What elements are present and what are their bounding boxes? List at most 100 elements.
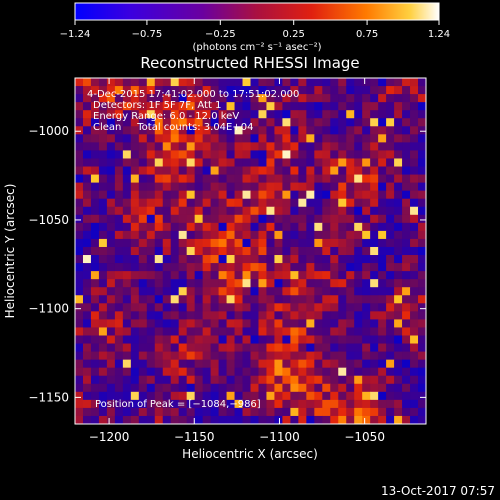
heatmap-cell — [218, 150, 227, 159]
heatmap-cell — [322, 279, 331, 288]
heatmap-cell — [394, 246, 403, 256]
heatmap-cell — [170, 383, 180, 393]
heatmap-cell — [394, 415, 403, 424]
heatmap-cell — [106, 158, 116, 167]
heatmap-cell — [210, 230, 219, 240]
heatmap-cell — [114, 415, 124, 424]
heatmap-cell — [226, 126, 235, 135]
heatmap-cell — [194, 319, 204, 328]
heatmap-cell — [242, 142, 251, 151]
heatmap-cell — [90, 150, 100, 159]
heatmap-cell — [282, 407, 291, 417]
heatmap-cell — [186, 383, 196, 393]
chart-title: Reconstructed RHESSI Image — [140, 54, 359, 72]
heatmap-cell — [258, 86, 267, 95]
heatmap-cell — [346, 158, 355, 167]
heatmap-cell — [418, 198, 426, 208]
heatmap-cell — [338, 78, 347, 87]
heatmap-cell — [194, 206, 204, 216]
heatmap-cell — [75, 198, 84, 208]
heatmap-cell — [226, 359, 235, 369]
heatmap-cell — [370, 78, 379, 87]
heatmap-cell — [122, 158, 132, 167]
heatmap-cell — [106, 78, 116, 87]
heatmap-cell — [170, 86, 180, 95]
heatmap-cell — [218, 255, 227, 264]
heatmap-cell — [282, 391, 291, 401]
heatmap-cell — [75, 295, 84, 304]
heatmap-cell — [82, 295, 92, 304]
heatmap-cell — [274, 407, 283, 417]
heatmap-cell — [226, 238, 235, 248]
heatmap-cell — [170, 319, 180, 328]
heatmap-cell — [218, 319, 227, 328]
heatmap-cell — [106, 303, 116, 312]
heatmap-cell — [266, 343, 275, 352]
heatmap-cell — [202, 94, 212, 103]
heatmap-cell — [154, 110, 164, 119]
heatmap-cell — [346, 94, 355, 103]
heatmap-cell — [274, 182, 283, 192]
heatmap-cell — [410, 255, 419, 264]
heatmap-cell — [146, 94, 156, 103]
heatmap-cell — [314, 303, 323, 312]
heatmap-cell — [210, 166, 219, 175]
heatmap-cell — [418, 399, 426, 409]
heatmap-cell — [418, 367, 426, 377]
colorbar-tick-label: −0.25 — [205, 29, 236, 40]
heatmap-cell — [322, 166, 331, 175]
heatmap-cell — [274, 311, 283, 320]
heatmap-cell — [274, 319, 283, 328]
heatmap-cell — [282, 118, 291, 127]
heatmap-cell — [418, 134, 426, 143]
heatmap-cell — [114, 222, 124, 232]
heatmap-cell — [130, 319, 140, 328]
heatmap-cell — [146, 351, 156, 361]
heatmap-cell — [202, 150, 212, 159]
heatmap-cell — [410, 102, 419, 111]
heatmap-cell — [394, 359, 403, 369]
heatmap-cell — [186, 407, 196, 417]
heatmap-cell — [130, 134, 140, 143]
heatmap-cell — [402, 327, 411, 336]
heatmap-cell — [122, 198, 132, 208]
heatmap-cell — [378, 166, 387, 175]
heatmap-cell — [106, 174, 116, 184]
heatmap-cell — [218, 214, 227, 224]
heatmap-cell — [218, 158, 227, 167]
colorbar-ticks: −1.24 −0.75 −0.25 0.25 0.75 1.24 — [60, 20, 450, 40]
heatmap-cell — [378, 142, 387, 151]
heatmap-cell — [306, 214, 315, 224]
heatmap-cell — [410, 174, 419, 184]
heatmap-cell — [122, 383, 132, 393]
heatmap-cell — [354, 166, 363, 175]
heatmap-cell — [178, 279, 188, 288]
heatmap-cell — [82, 263, 92, 272]
heatmap-cell — [362, 190, 371, 200]
heatmap-cell — [338, 142, 347, 151]
heatmap-cell — [138, 246, 148, 256]
heatmap-cell — [362, 238, 371, 248]
heatmap-cell — [330, 359, 339, 369]
heatmap-cell — [314, 263, 323, 272]
heatmap-cell — [114, 287, 124, 296]
heatmap-cell — [178, 174, 188, 184]
heatmap-cell — [186, 222, 196, 232]
heatmap-cell — [130, 327, 140, 336]
heatmap-cell — [146, 359, 156, 369]
heatmap-cell — [370, 367, 379, 377]
heatmap-cell — [378, 351, 387, 361]
heatmap-cell — [154, 287, 164, 296]
heatmap-cell — [82, 182, 92, 192]
heatmap-cell — [306, 327, 315, 336]
heatmap-cell — [146, 78, 156, 87]
heatmap-cell — [410, 399, 419, 409]
heatmap-cell — [266, 303, 275, 312]
heatmap-cell — [162, 214, 172, 224]
heatmap-cell — [234, 78, 243, 87]
heatmap-cell — [394, 327, 403, 336]
heatmap-cell — [322, 158, 331, 167]
heatmap-cell — [178, 150, 188, 159]
heatmap-cell — [234, 166, 243, 175]
heatmap-cell — [82, 255, 92, 264]
